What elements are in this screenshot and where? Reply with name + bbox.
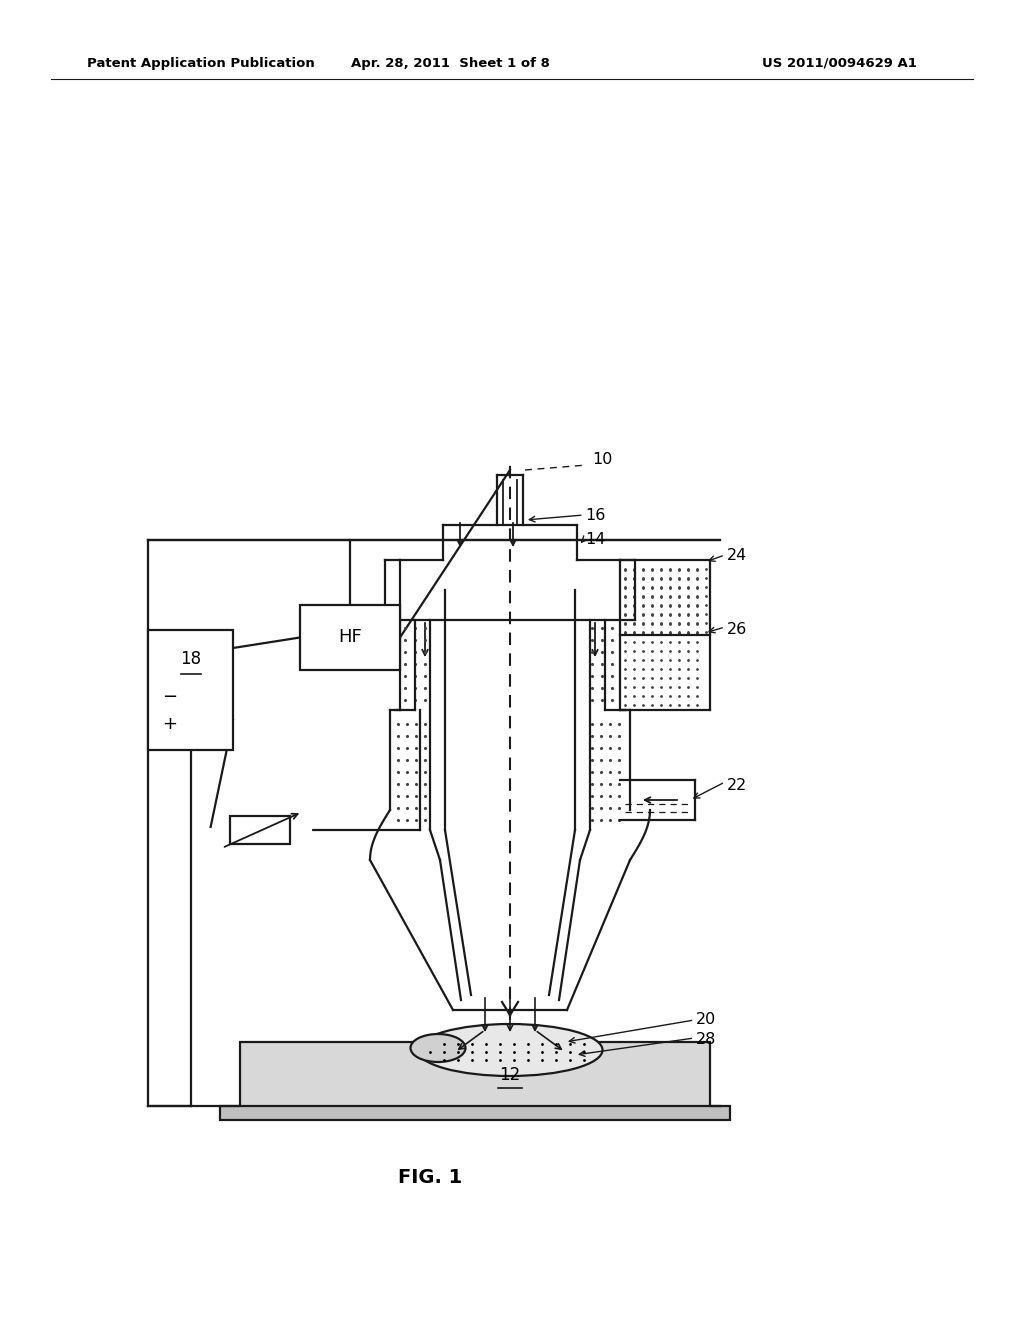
Text: 20: 20: [696, 1012, 717, 1027]
Ellipse shape: [418, 1024, 602, 1076]
Text: HF: HF: [338, 628, 361, 647]
Text: 14: 14: [586, 532, 606, 548]
Text: 10: 10: [592, 453, 612, 467]
Ellipse shape: [411, 1034, 466, 1063]
Text: 28: 28: [696, 1032, 717, 1048]
Text: −: −: [162, 688, 177, 706]
Text: 12: 12: [500, 1067, 520, 1084]
Bar: [300, 605, 400, 671]
Text: Patent Application Publication: Patent Application Publication: [87, 57, 314, 70]
Bar: [240, 1041, 710, 1107]
Bar: [148, 630, 233, 750]
Bar: [220, 1106, 730, 1119]
Bar: [230, 816, 290, 843]
Text: 18: 18: [180, 649, 201, 668]
Text: 26: 26: [727, 623, 748, 638]
Text: Apr. 28, 2011  Sheet 1 of 8: Apr. 28, 2011 Sheet 1 of 8: [351, 57, 550, 70]
Text: 16: 16: [586, 507, 606, 523]
Text: +: +: [162, 714, 177, 733]
Text: FIG. 1: FIG. 1: [398, 1168, 462, 1187]
Text: 22: 22: [727, 777, 748, 792]
Text: 24: 24: [727, 548, 748, 562]
Text: US 2011/0094629 A1: US 2011/0094629 A1: [762, 57, 916, 70]
